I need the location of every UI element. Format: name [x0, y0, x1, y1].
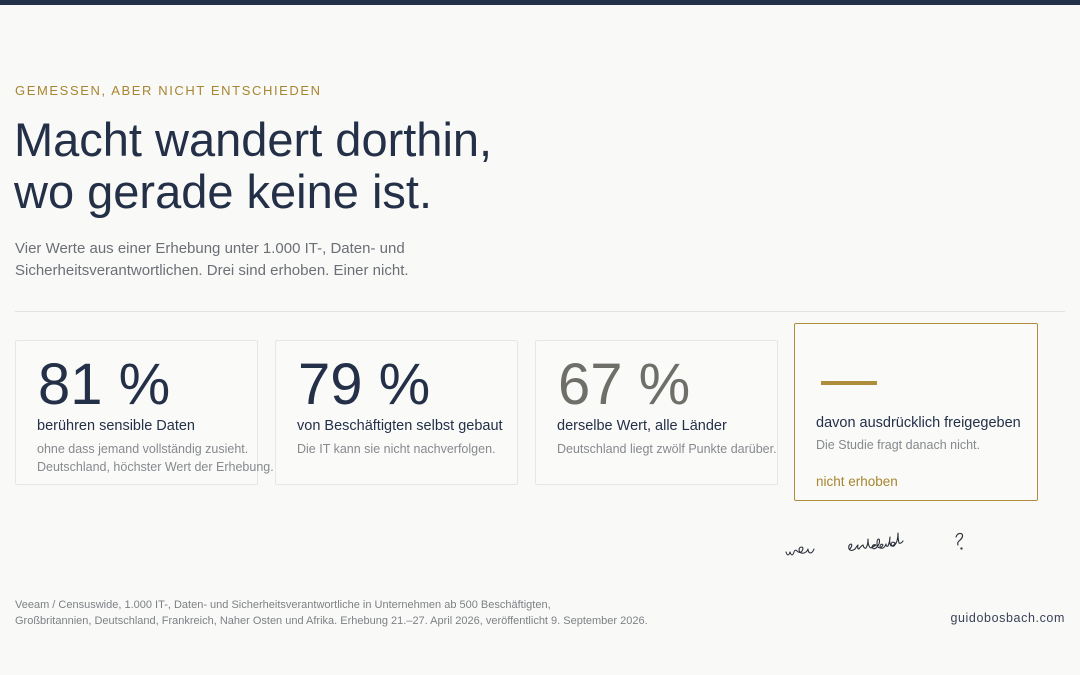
stat-card-all-countries: 67 % derselbe Wert, alle Länder Deutschl…	[535, 340, 778, 485]
stat-value: 79 %	[298, 352, 431, 417]
stat-note: ohne dass jemand vollständig zusieht. De…	[37, 440, 274, 476]
site-credit[interactable]: guidobosbach.com	[950, 611, 1065, 625]
handwritten-annotation	[785, 532, 964, 556]
stat-value: 67 %	[558, 352, 691, 417]
stat-value: 81 %	[38, 352, 171, 417]
stat-label: derselbe Wert, alle Länder	[557, 418, 727, 434]
source-note: Veeam / Censuswide, 1.000 IT-, Daten- un…	[15, 597, 775, 629]
source-line-2: Großbritannien, Deutschland, Frankreich,…	[15, 615, 648, 627]
headline: Macht wandert dorthin, wo gerade keine i…	[14, 114, 492, 218]
source-line-1: Veeam / Censuswide, 1.000 IT-, Daten- un…	[15, 599, 551, 611]
stat-label: berühren sensible Daten	[37, 418, 195, 434]
stat-label: von Beschäftigten selbst gebaut	[297, 418, 503, 434]
stat-card-approved-missing: davon ausdrücklich freigegeben Die Studi…	[794, 323, 1038, 501]
section-divider	[15, 311, 1065, 312]
eyebrow-label: GEMESSEN, ABER NICHT ENTSCHIEDEN	[15, 83, 322, 98]
stat-note: Deutschland liegt zwölf Punkte darüber.	[557, 440, 777, 458]
not-collected-status: nicht erhoben	[816, 474, 898, 489]
stat-card-sensitive-data: 81 % berühren sensible Daten ohne dass j…	[15, 340, 274, 485]
stat-note-line-1: Die IT kann sie nicht nachverfolgen.	[297, 442, 496, 456]
stat-note-line-1: Die Studie fragt danach nicht.	[816, 438, 980, 452]
stat-note-line-1: Deutschland liegt zwölf Punkte darüber.	[557, 442, 777, 456]
missing-value-dash	[821, 381, 877, 385]
stat-note-line-1: ohne dass jemand vollständig zusieht.	[37, 442, 249, 456]
stat-card-self-built: 79 % von Beschäftigten selbst gebaut Die…	[275, 340, 518, 485]
stat-note-line-2: Deutschland, höchster Wert der Erhebung.	[37, 460, 274, 474]
headline-line-2: wo gerade keine ist.	[14, 165, 433, 218]
top-accent-bar	[0, 0, 1080, 5]
stat-note: Die Studie fragt danach nicht.	[816, 436, 980, 454]
stat-label: davon ausdrücklich freigegeben	[816, 415, 1021, 431]
stat-note: Die IT kann sie nicht nachverfolgen.	[297, 440, 496, 458]
headline-line-1: Macht wandert dorthin,	[14, 113, 493, 166]
lede-text: Vier Werte aus einer Erhebung unter 1.00…	[15, 240, 409, 279]
